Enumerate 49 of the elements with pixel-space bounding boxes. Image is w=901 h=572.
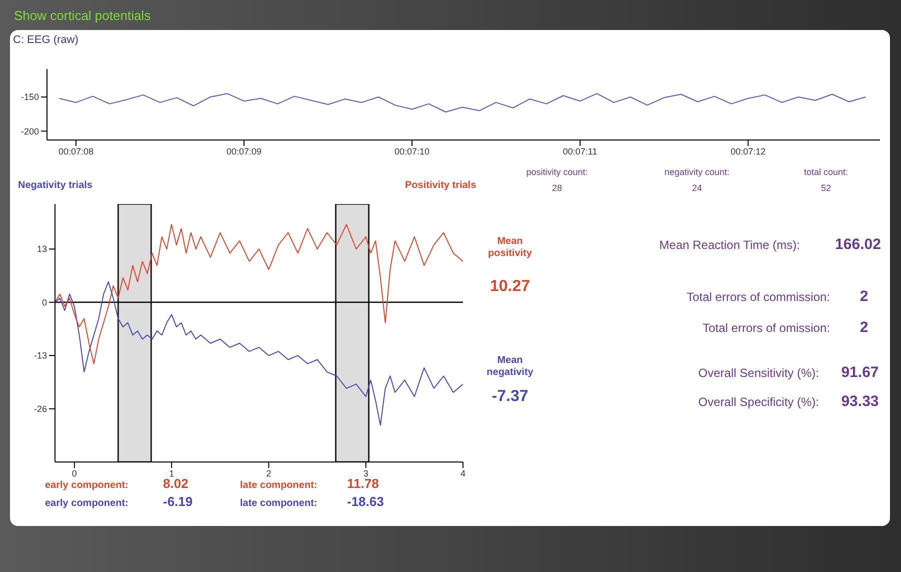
text: early component: — [45, 480, 128, 492]
text: Mean positivity — [487, 236, 533, 259]
x-tick-label: 1 — [169, 468, 174, 478]
text: late component: — [240, 498, 318, 510]
y-tick-label: 13 — [36, 244, 47, 254]
y-tick-label: 0 — [42, 297, 47, 308]
text: positivity count: — [525, 167, 589, 177]
text: early component: — [45, 498, 128, 510]
chart-title: Show cortical potentials — [14, 8, 151, 23]
text: late component: — [240, 480, 318, 492]
text: -6.19 — [163, 494, 193, 510]
x-tick-label: 2 — [266, 468, 272, 478]
text: Overall Specificity (%): — [698, 395, 819, 409]
x-tick-label: 4 — [460, 468, 466, 478]
text: Overall Sensitivity (%): — [698, 366, 819, 380]
text: 8.02 — [163, 476, 188, 492]
text: Total errors of omission: — [702, 321, 830, 335]
text: 10.27 — [488, 278, 532, 296]
text: 52 — [820, 183, 832, 193]
text: Mean negativity — [486, 355, 534, 378]
text: negativity count: — [663, 167, 731, 177]
text: 24 — [690, 183, 703, 193]
text: 93.33 — [841, 393, 879, 410]
text: 11.78 — [347, 476, 379, 492]
text: -18.63 — [347, 494, 384, 510]
text: 166.02 — [835, 236, 881, 253]
x-tick-label: 00:07:11 — [562, 146, 598, 156]
x-tick-label: 3 — [363, 468, 368, 478]
text: Mean Reaction Time (ms): — [659, 238, 800, 252]
x-tick-label: 00:07:08 — [58, 146, 94, 156]
y-tick-label: -13 — [34, 350, 47, 361]
x-tick-label: 00:07:09 — [226, 146, 262, 156]
line-series — [58, 93, 866, 113]
x-tick-label: 00:07:12 — [730, 146, 766, 156]
x-tick-label: 0 — [72, 468, 77, 478]
text: total count: — [802, 167, 850, 177]
text: 91.67 — [841, 364, 879, 381]
y-tick-label: -26 — [34, 404, 47, 414]
text: -7.37 — [490, 388, 530, 406]
text: Negativity trials — [18, 180, 92, 191]
text: Total errors of commission: — [686, 290, 830, 304]
y-tick-label: -150 — [20, 92, 39, 102]
text: Positivity trials — [405, 180, 476, 191]
x-tick-label: 00:07:10 — [394, 146, 430, 156]
text: 28 — [550, 183, 563, 193]
text: 2 — [860, 319, 868, 336]
chart-subtitle: C: EEG (raw) — [13, 34, 78, 46]
y-tick-label: -200 — [20, 126, 39, 136]
text: 2 — [860, 288, 868, 305]
